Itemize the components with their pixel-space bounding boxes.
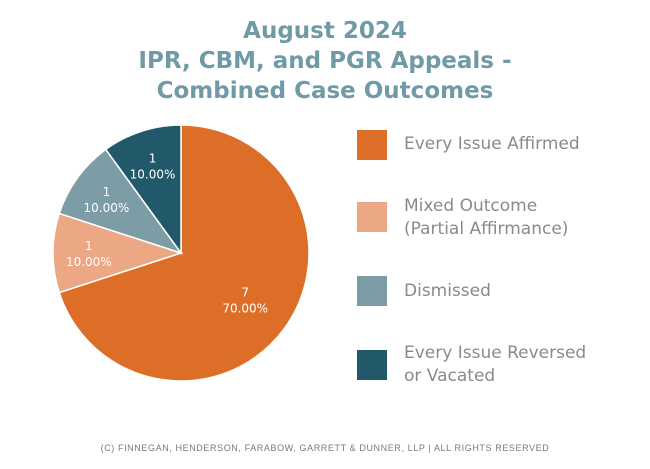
- legend-swatch-dismissed: [357, 276, 387, 306]
- chart-title-line-2: IPR, CBM, and PGR Appeals -: [138, 48, 512, 74]
- legend-label-mixed: Mixed Outcome (Partial Affirmance): [404, 196, 569, 239]
- pie-slice-affirmed: [58, 124, 310, 382]
- slice-percent-label-reversed: 10.00%: [130, 167, 176, 181]
- slice-percent-label-mixed: 10.00%: [66, 255, 112, 269]
- slice-count-label-affirmed: 7: [241, 286, 249, 300]
- chart-title-line-3: Combined Case Outcomes: [156, 78, 494, 104]
- slice-count-label-reversed: 1: [149, 151, 157, 165]
- legend-swatch-mixed: [357, 202, 387, 232]
- legend-label-affirmed: Every Issue Affirmed: [404, 134, 580, 154]
- legend-label-reversed: Every Issue Reversed or Vacated: [404, 343, 587, 386]
- pie-slice-reversed: [104, 124, 182, 256]
- slice-count-label-dismissed: 1: [103, 185, 111, 199]
- legend-label-dismissed: Dismissed: [404, 281, 491, 301]
- pie-slice-dismissed: [58, 148, 183, 255]
- copyright-footer: (C) FINNEGAN, HENDERSON, FARABOW, GARRET…: [100, 443, 550, 453]
- chart-title: August 2024 IPR, CBM, and PGR Appeals - …: [0, 16, 650, 106]
- legend-swatch-affirmed: [357, 130, 387, 160]
- chart-title-line-1: August 2024: [243, 18, 407, 44]
- legend-swatch-reversed: [357, 350, 387, 380]
- slice-count-label-mixed: 1: [85, 239, 93, 253]
- slice-percent-label-dismissed: 10.00%: [84, 201, 130, 215]
- slice-percent-label-affirmed: 70.00%: [222, 302, 268, 316]
- pie-slice-mixed: [52, 212, 184, 294]
